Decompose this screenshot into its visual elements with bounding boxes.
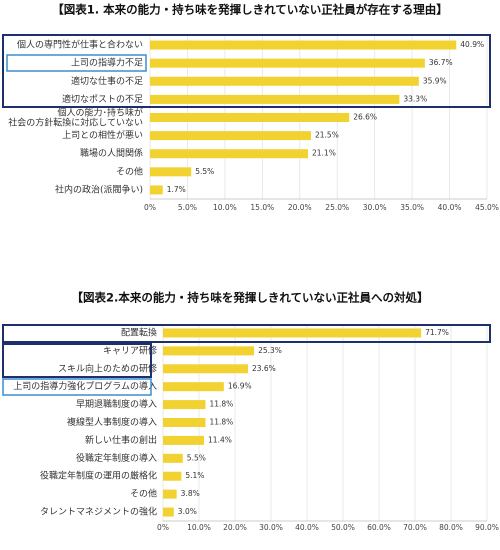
category-label: スキル向上のための研修	[58, 362, 157, 374]
x-tick-label: 0%	[144, 203, 156, 212]
value-label: 35.9%	[423, 76, 447, 85]
category-label: その他	[130, 488, 157, 500]
x-tick-label: 20.0%	[288, 203, 312, 212]
value-label: 1.7%	[167, 185, 186, 194]
highlight-box	[6, 54, 147, 72]
bar	[163, 507, 174, 517]
value-label: 36.7%	[429, 58, 453, 67]
x-tick-label: 10.0%	[213, 203, 237, 212]
bar	[163, 418, 206, 427]
category-label: 適切なポストの不足	[62, 93, 143, 105]
category-label: 職場の人間関係	[80, 147, 143, 159]
x-tick-label: 70.0%	[403, 523, 427, 532]
value-label: 33.3%	[403, 94, 427, 103]
bar	[150, 167, 192, 177]
x-tick-label: 50.0%	[331, 523, 355, 532]
bar	[150, 58, 425, 68]
chart-title: 【図表2.本来の能力・持ち味を発揮しきれていない正社員への対処】	[71, 291, 428, 305]
value-label: 5.5%	[195, 167, 214, 176]
x-tick-label: 10.0%	[187, 523, 211, 532]
x-tick-label: 80.0%	[439, 523, 463, 532]
x-tick-label: 90.0%	[475, 523, 499, 532]
bar	[163, 435, 205, 445]
bar	[163, 382, 224, 392]
x-tick-label: 20.0%	[223, 523, 247, 532]
category-label: 上司の指導力強化プログラムの導入	[13, 380, 157, 392]
category-label: 社内の政治(派閥争い)	[55, 183, 143, 195]
x-tick-label: 5.0%	[178, 203, 197, 212]
category-label: 新しい仕事の創出	[85, 434, 157, 446]
category-label: キャリア研修	[103, 344, 157, 356]
category-label: 早期退職制度の導入	[76, 398, 157, 410]
bar	[163, 453, 183, 463]
category-label: 複線型人事制度の導入	[67, 416, 157, 428]
value-label: 3.0%	[178, 507, 197, 516]
bar	[150, 149, 309, 159]
value-label: 26.6%	[353, 113, 377, 122]
bar	[163, 400, 206, 410]
category-label: 上司の指導力不足	[71, 57, 143, 69]
value-label: 21.5%	[315, 131, 339, 140]
bar	[150, 131, 312, 141]
bar	[163, 346, 255, 356]
value-label: 11.4%	[208, 435, 232, 444]
category-label: タレントマネジメントの強化	[40, 506, 157, 518]
bar	[163, 328, 422, 338]
x-tick-label: 60.0%	[367, 523, 391, 532]
category-label: その他	[116, 165, 143, 177]
value-label: 21.1%	[312, 149, 336, 158]
highlight-box	[2, 343, 152, 378]
highlight-box	[2, 34, 491, 108]
value-label: 16.9%	[228, 382, 252, 391]
category-label: 個人の専門性が仕事と合わない	[17, 39, 143, 51]
x-tick-label: 30.0%	[363, 203, 387, 212]
charts: 【図表1. 本来の能力・持ち味を発揮しきれていない正社員が存在する理由】 0% 5.…	[8, 3, 499, 533]
x-tick-label: 15.0%	[250, 203, 274, 212]
x-tick-label: 45.0%	[475, 203, 499, 212]
category-label: 役職定年制度の導入	[76, 452, 157, 464]
value-label: 71.7%	[425, 328, 449, 337]
value-label: 40.9%	[460, 40, 484, 49]
bar	[150, 113, 350, 122]
bar	[150, 94, 400, 104]
category-label: 配置転換	[121, 326, 157, 338]
x-tick-label: 30.0%	[259, 523, 283, 532]
category-label: 役職定年制度の運用の厳格化	[40, 470, 157, 482]
chart-title: 【図表1. 本来の能力・持ち味を発揮しきれていない正社員が存在する理由】	[52, 3, 448, 17]
x-tick-label: 35.0%	[400, 203, 424, 212]
bar	[163, 489, 177, 499]
value-label: 23.6%	[252, 364, 276, 373]
category-label: 個人の能力･持ち味が社会の方針転換に対応していない	[8, 106, 143, 128]
category-label: 上司との相性が悪い	[62, 129, 143, 141]
bar	[150, 76, 419, 86]
value-label: 5.1%	[185, 471, 204, 480]
bar	[163, 364, 248, 374]
bar	[150, 185, 163, 195]
highlight-box	[2, 378, 152, 396]
bar	[163, 471, 182, 481]
bar	[150, 40, 457, 50]
x-tick-label: 40.0%	[295, 523, 319, 532]
x-tick-label: 25.0%	[325, 203, 349, 212]
value-label: 11.8%	[209, 418, 233, 427]
value-label: 5.5%	[187, 453, 206, 462]
x-tick-label: 40.0%	[438, 203, 462, 212]
value-label: 11.8%	[209, 400, 233, 409]
value-label: 25.3%	[258, 346, 282, 355]
category-label: 適切な仕事の不足	[71, 75, 143, 87]
x-tick-label: 0%	[157, 523, 169, 532]
value-label: 3.8%	[181, 489, 200, 498]
highlight-box	[2, 324, 491, 343]
